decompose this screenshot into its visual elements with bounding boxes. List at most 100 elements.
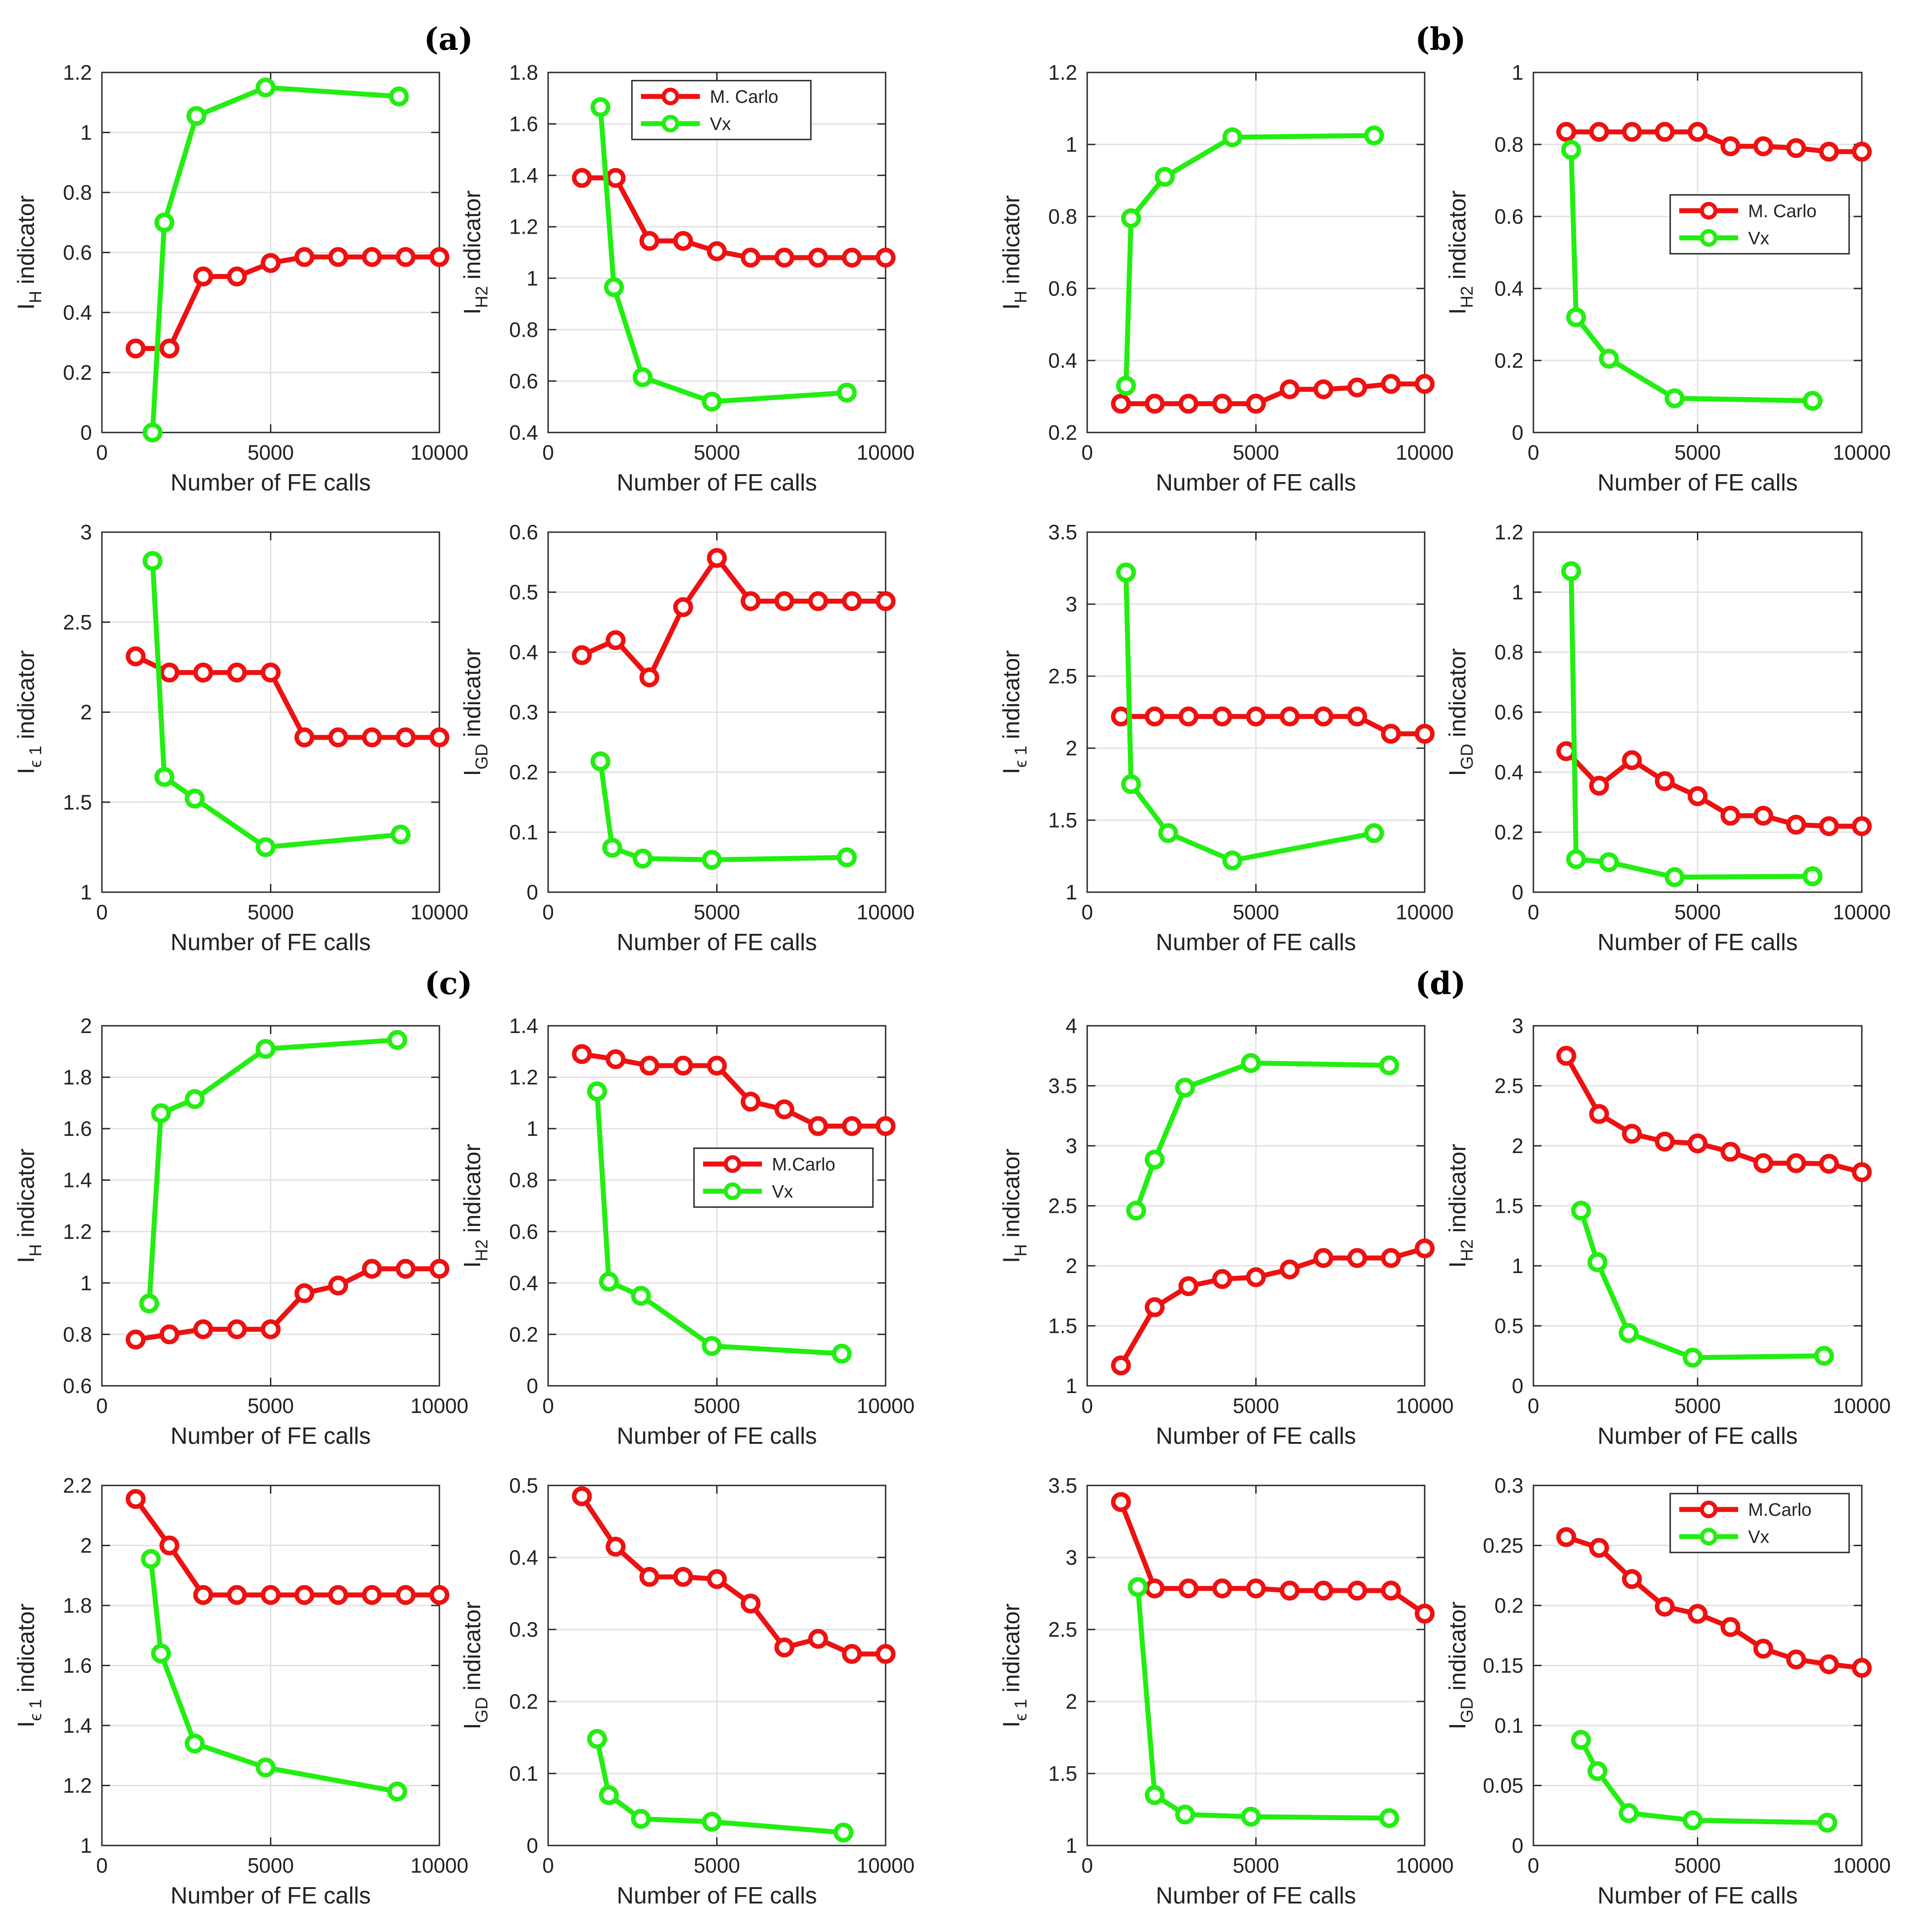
data-point-mcarlo: [774, 247, 795, 268]
data-point-mcarlo: [1212, 1578, 1232, 1599]
y-tick-label: 2: [1065, 736, 1077, 760]
y-tick-label: 1.6: [63, 1117, 92, 1140]
data-point-vx: [1814, 1346, 1834, 1366]
y-tick-label: 3: [1065, 1134, 1077, 1158]
y-label-rest: indicator: [998, 1604, 1025, 1699]
data-point-vx: [1571, 1201, 1591, 1221]
data-point-vx: [184, 1089, 205, 1109]
data-point-mcarlo: [1347, 1581, 1367, 1601]
y-axis-label: IGD indicator: [1445, 1601, 1477, 1729]
data-point-mcarlo: [1246, 1267, 1266, 1288]
y-axis-label: IGD indicator: [459, 648, 492, 776]
y-tick-label: 0.4: [509, 1271, 538, 1295]
data-point-mcarlo: [1753, 1639, 1773, 1659]
x-tick-label: 5000: [1233, 1854, 1279, 1877]
data-point-mcarlo: [1246, 394, 1266, 414]
data-point-vx: [151, 1644, 171, 1663]
y-tick-label: 0: [1512, 421, 1523, 444]
data-point-mcarlo: [639, 667, 660, 687]
data-point-vx: [154, 767, 174, 787]
data-point-vx: [255, 837, 276, 857]
y-tick-label: 0.2: [509, 1690, 538, 1713]
data-point-mcarlo: [774, 1637, 795, 1658]
subplot-d-IGD: 0 5000 10000 0 0.05 0.1 0.15 0.2 0.25 0.3 Number o…: [1445, 1474, 1891, 1909]
data-point-mcarlo: [125, 646, 146, 667]
data-point-mcarlo: [1178, 706, 1199, 727]
y-label-main: I: [998, 768, 1025, 774]
data-point-vx: [1116, 562, 1136, 583]
data-point-mcarlo: [1415, 724, 1435, 744]
data-point-mcarlo: [842, 247, 862, 268]
legend-label: M.Carlo: [1748, 1500, 1812, 1520]
data-point-mcarlo: [842, 591, 862, 611]
subplot-b-Ie1: 0 5000 10000 1 1.5 2 2.5 3 3.5 Number of FE calls…: [998, 520, 1454, 956]
data-point-mcarlo: [125, 338, 146, 359]
series-line-mcarlo: [1118, 1246, 1426, 1367]
data-point-mcarlo: [395, 727, 416, 748]
data-point-vx: [142, 423, 163, 442]
x-tick-label: 0: [1081, 900, 1093, 924]
y-tick-label: 3.5: [1048, 1074, 1077, 1098]
y-axis-label: IH indicator: [998, 195, 1031, 310]
series-line-mcarlo: [579, 1495, 886, 1657]
data-point-mcarlo: [1589, 1538, 1609, 1558]
data-point-vx: [1116, 375, 1136, 396]
data-point-vx: [1222, 851, 1243, 871]
data-point-mcarlo: [808, 1116, 828, 1136]
data-point-vx: [1145, 1149, 1165, 1170]
y-label-main: I: [459, 1261, 486, 1268]
x-tick-label: 5000: [694, 1854, 740, 1877]
y-tick-label: 1.2: [63, 1774, 92, 1797]
data-point-mcarlo: [193, 663, 213, 683]
data-point-mcarlo: [1556, 1046, 1576, 1066]
data-point-mcarlo: [1786, 1153, 1806, 1173]
data-point-mcarlo: [606, 1049, 626, 1069]
data-point-vx: [590, 751, 611, 772]
legend-box: [631, 80, 812, 140]
legend-label: Vx: [710, 114, 731, 134]
y-tick-label: 2.5: [1048, 664, 1077, 688]
data-point-vx: [154, 212, 174, 233]
data-point-mcarlo: [606, 1537, 626, 1557]
y-tick-label: 2.5: [63, 610, 92, 634]
data-point-vx: [1121, 208, 1141, 228]
y-tick-label: 0.8: [1048, 205, 1077, 228]
data-point-vx: [255, 1039, 276, 1059]
data-point-vx: [255, 1757, 276, 1778]
data-point-vx: [1379, 1808, 1399, 1828]
data-point-mcarlo: [1313, 706, 1334, 727]
x-tick-label: 5000: [694, 441, 740, 464]
x-axis-label: Number of FE calls: [617, 1423, 817, 1449]
data-point-mcarlo: [1622, 1569, 1642, 1589]
data-point-mcarlo: [1246, 706, 1266, 727]
data-point-mcarlo: [1753, 806, 1773, 826]
y-tick-label: 3: [1065, 1546, 1077, 1569]
data-point-vx: [1222, 127, 1243, 148]
x-axis-label: Number of FE calls: [617, 470, 817, 496]
x-axis-label: Number of FE calls: [170, 1883, 371, 1909]
y-tick-label: 1.6: [63, 1654, 92, 1677]
y-tick-label: 1.4: [509, 1014, 538, 1038]
data-point-mcarlo: [362, 247, 382, 267]
data-point-mcarlo: [1622, 1124, 1642, 1144]
y-label-rest: indicator: [998, 1149, 1025, 1244]
data-point-mcarlo: [159, 1324, 179, 1345]
data-point-mcarlo: [1246, 1578, 1266, 1599]
data-point-mcarlo: [159, 338, 179, 359]
y-tick-label: 0.6: [509, 520, 538, 544]
data-point-mcarlo: [639, 1567, 660, 1587]
subplot-b-IGD: 0 5000 10000 0 0.2 0.4 0.6 0.8 1 1.2 Number of FE …: [1445, 520, 1891, 956]
legend-marker: [723, 1182, 742, 1200]
y-axis-label: IH indicator: [13, 195, 45, 310]
x-tick-label: 5000: [1233, 900, 1279, 924]
y-axis-label: Iϵ 1 indicator: [13, 1604, 45, 1728]
data-point-vx: [1682, 1347, 1703, 1368]
x-axis-label: Number of FE calls: [1156, 1423, 1356, 1449]
data-point-vx: [387, 1030, 407, 1050]
data-point-vx: [1175, 1077, 1195, 1098]
y-label-subscript: H2: [1458, 286, 1477, 308]
data-point-mcarlo: [1145, 706, 1165, 727]
data-point-mcarlo: [808, 247, 828, 268]
data-point-vx: [184, 1733, 205, 1754]
data-point-mcarlo: [395, 1259, 416, 1279]
